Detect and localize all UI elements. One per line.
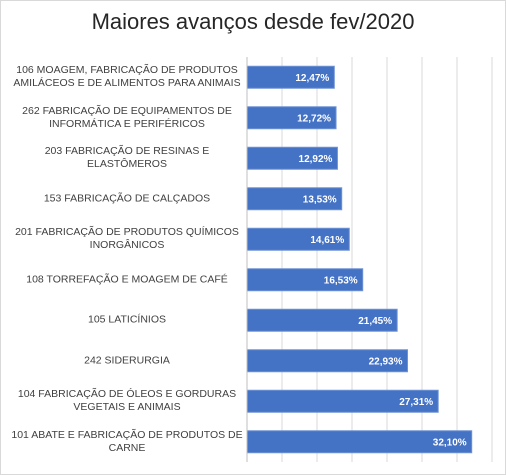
chart-title: Maiores avanços desde fev/2020 — [91, 9, 415, 34]
category-label: 106 MOAGEM, FABRICAÇÃO DE PRODUTOS AMILÁ… — [13, 64, 241, 90]
value-label: 32,10% — [433, 437, 467, 448]
value-label: 12,72% — [297, 113, 331, 124]
category-label: 105 LATICÍNIOS — [87, 313, 166, 326]
category-label: 262 FABRICAÇÃO DE EQUIPAMENTOS DE INFORM… — [22, 104, 232, 130]
category-label: 203 FABRICAÇÃO DE RESINAS E ELASTÔMEROS — [44, 145, 210, 171]
category-label: 104 FABRICAÇÃO DE ÓLEOS E GORDURAS VEGET… — [17, 388, 237, 414]
category-label: 242 SIDERURGIA — [84, 354, 170, 367]
category-label: 108 TORREFAÇÃO E MOAGEM DE CAFÉ — [26, 273, 228, 286]
value-label: 16,53% — [324, 275, 358, 286]
value-label: 14,61% — [310, 235, 344, 246]
value-label: 22,93% — [369, 356, 403, 367]
value-label: 27,31% — [399, 397, 433, 408]
value-label: 12,47% — [295, 73, 329, 84]
value-label: 12,92% — [299, 154, 333, 165]
category-label: 153 FABRICAÇÃO DE CALÇADOS — [43, 192, 211, 205]
category-label: 201 FABRICAÇÃO DE PRODUTOS QUÍMICOS INOR… — [15, 226, 239, 252]
value-label: 21,45% — [358, 316, 392, 327]
value-label: 13,53% — [303, 194, 337, 205]
category-label: 101 ABATE E FABRICAÇÃO DE PRODUTOS DE CA… — [11, 428, 243, 454]
